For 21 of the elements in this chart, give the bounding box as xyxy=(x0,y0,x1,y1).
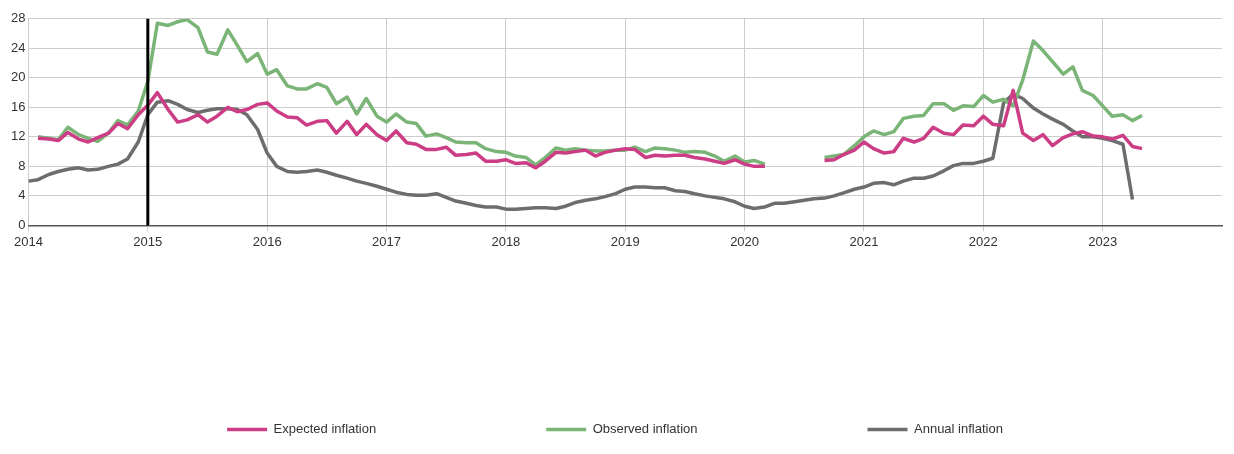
x-tick-label: 2018 xyxy=(491,233,521,249)
x-tick-label: 2021 xyxy=(849,233,879,249)
y-tick-label: 20 xyxy=(10,69,26,85)
legend-label: Expected inflation xyxy=(273,421,377,437)
x-tick-label: 2022 xyxy=(968,233,998,249)
x-tick-label: 2019 xyxy=(610,233,640,249)
y-tick-label: 12 xyxy=(10,128,26,144)
y-tick-label: 16 xyxy=(10,98,26,114)
y-tick-label: 28 xyxy=(10,10,26,26)
y-tick-label: 0 xyxy=(18,216,26,232)
x-tick-label: 2017 xyxy=(372,233,401,249)
y-tick-label: 24 xyxy=(10,39,26,55)
x-tick-label: 2015 xyxy=(133,233,163,249)
y-tick-label: 4 xyxy=(18,187,26,203)
legend-label: Observed inflation xyxy=(592,421,698,437)
x-tick-label: 2020 xyxy=(730,233,760,249)
x-tick-label: 2023 xyxy=(1088,233,1118,249)
x-tick-label: 2014 xyxy=(14,233,43,249)
legend-label: Annual inflation xyxy=(914,421,1003,437)
x-tick-label: 2016 xyxy=(252,233,282,249)
y-tick-label: 8 xyxy=(18,157,26,173)
